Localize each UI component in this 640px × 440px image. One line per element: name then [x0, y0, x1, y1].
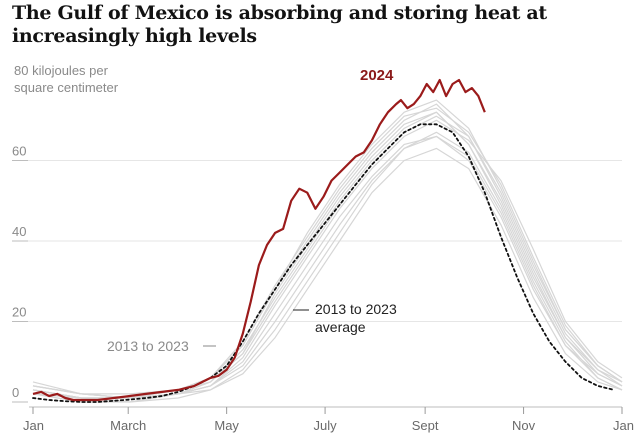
series-line-2024 [32, 78, 486, 402]
x-tick-label-3: July [314, 418, 338, 433]
series-2024-group [32, 78, 486, 402]
x-tick-label-5: Nov [512, 418, 536, 433]
past-years-lines [32, 99, 623, 403]
label-2024: 2024 [360, 67, 394, 84]
x-tick-label-4: Sept [412, 418, 439, 433]
series-line-2022 [32, 111, 623, 399]
y-tick-label-60: 60 [12, 144, 26, 159]
y-axis-label-line2: square centimeter [14, 80, 119, 95]
label-average-line1: 2013 to 2023 [315, 301, 397, 317]
y-tick-label-0: 0 [12, 385, 19, 400]
x-axis: Jan March May July Sept Nov Jan [23, 406, 634, 433]
series-line-average [32, 123, 615, 403]
label-average-line2: average [315, 319, 366, 335]
average-line-group [32, 123, 615, 403]
label-past-years: 2013 to 2023 [107, 338, 189, 354]
x-tick-label-6: Jan [613, 418, 634, 433]
series-line-2021 [32, 135, 623, 403]
y-tick-label-20: 20 [12, 305, 26, 320]
x-tick-label-2: May [214, 418, 239, 433]
y-tick-label-40: 40 [12, 224, 26, 239]
annotations: 2024 2013 to 2023 2013 to 2023 average [107, 67, 397, 354]
x-tick-label-0: Jan [23, 418, 44, 433]
series-line-2020 [32, 107, 623, 399]
series-line-2017 [32, 147, 623, 403]
y-tick-labels: 0 20 40 60 [12, 144, 28, 403]
x-tick-label-1: March [110, 418, 146, 433]
gridlines [12, 160, 622, 322]
series-line-2014 [32, 111, 623, 399]
y-axis-label-line1: 80 kilojoules per [14, 63, 109, 78]
chart-title: The Gulf of Mexico is absorbing and stor… [12, 2, 547, 47]
